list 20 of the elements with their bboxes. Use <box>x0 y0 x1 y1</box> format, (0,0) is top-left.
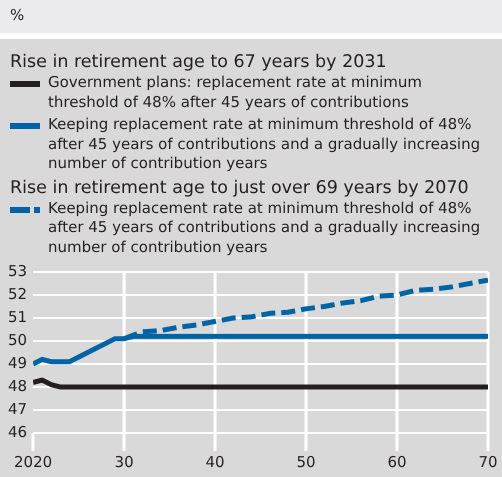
legend-label: Keeping replacement rate at minimum threshold of 48% after 45 years of contributions and a gradually increasing number of contribution years <box>48 115 482 174</box>
y-tick-label: 47 <box>8 400 28 418</box>
x-tick-label: 40 <box>206 452 225 471</box>
x-tick-label: 60 <box>387 452 407 471</box>
y-tick-label: 52 <box>8 284 28 303</box>
y-tick-label: 48 <box>8 376 28 395</box>
y-tick-label: 53 <box>8 262 28 280</box>
text: Rise in retirement age to 67 years by 2031 <box>10 51 388 73</box>
x-tick-label: 30 <box>114 452 134 471</box>
y-tick-label: 50 <box>8 330 28 349</box>
text: % <box>0 0 502 33</box>
legend-label: Government plans: replacement rate at minimum threshold of 48% after 45 years of contributions <box>48 73 424 112</box>
legend-label: Keeping replacement rate at minimum threshold of 48% after 45 years of contributions and a gradually increasing number of contribution years <box>48 198 482 257</box>
y-tick-label: 49 <box>8 354 28 372</box>
x-tick-label: 50 <box>296 452 316 471</box>
x-tick-label: 70 <box>478 452 498 471</box>
x-tick-label: 2020 <box>14 452 52 471</box>
y-tick-label: 46 <box>8 422 28 441</box>
text: Rise in retirement age to just over 69 years by 2070 <box>10 176 470 198</box>
y-tick-label: 51 <box>8 308 28 326</box>
